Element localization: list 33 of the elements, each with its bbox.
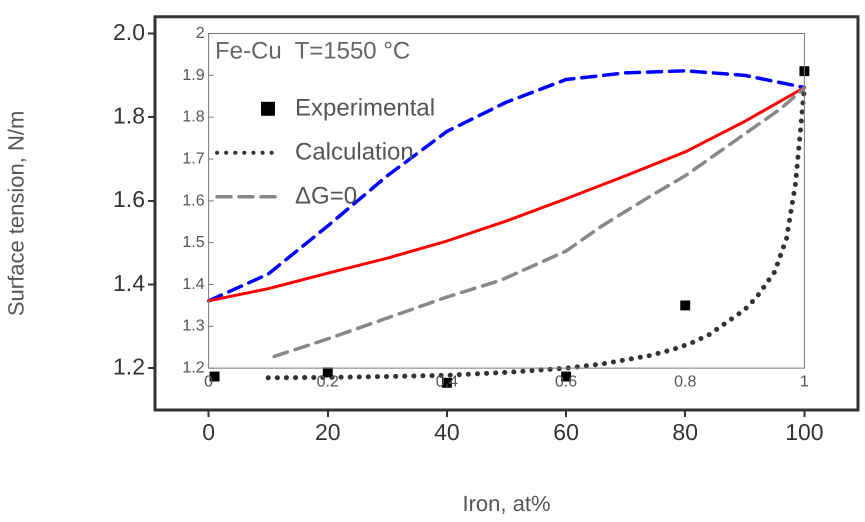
y2-tick-label: 1.2 [182,360,205,377]
x2-tick-label: 0.6 [554,374,578,391]
y2-tick-label: 1.8 [182,108,205,126]
x2-tick-label: 0.8 [674,374,696,391]
point [680,300,690,310]
point [799,66,810,76]
x-tick-label: 60 [553,419,579,446]
x-axis-title: Iron, at% [462,490,551,516]
y2-tick-label: 1.6 [182,192,205,210]
y-tick-label: 1.2 [113,354,145,380]
y2-tick-label: 1.7 [182,150,205,168]
x-tick-label: 20 [314,419,341,446]
text: Fe-Cu T=1550 °C [215,37,410,64]
x2-tick-label: 0 [204,374,214,391]
legend-label: ΔG=0 [295,182,358,210]
y2-tick-label: 2 [196,24,205,42]
y2-tick-label: 1.5 [182,234,205,252]
x-tick-label: 80 [672,419,698,446]
legend-label: Calculation [295,138,414,166]
y-tick-label: 2.0 [113,18,145,45]
x-tick-label: 0 [202,419,216,446]
x-tick-label: 40 [434,419,460,446]
y2-tick-label: 1.4 [182,276,205,293]
y-tick-label: 1.4 [113,270,146,296]
x2-tick-label: 1 [800,374,809,391]
y2-tick-label: 1.3 [182,318,205,335]
legend-label: Experimental [295,94,436,122]
y-tick-label: 1.6 [113,186,145,212]
x-tick-label: 100 [785,419,824,446]
y2-tick-label: 1.9 [182,66,205,84]
y-tick-label: 1.8 [113,102,145,129]
x2-tick-label: 0.2 [316,374,339,391]
y-axis-title: Surface tension, N/m [3,110,28,316]
